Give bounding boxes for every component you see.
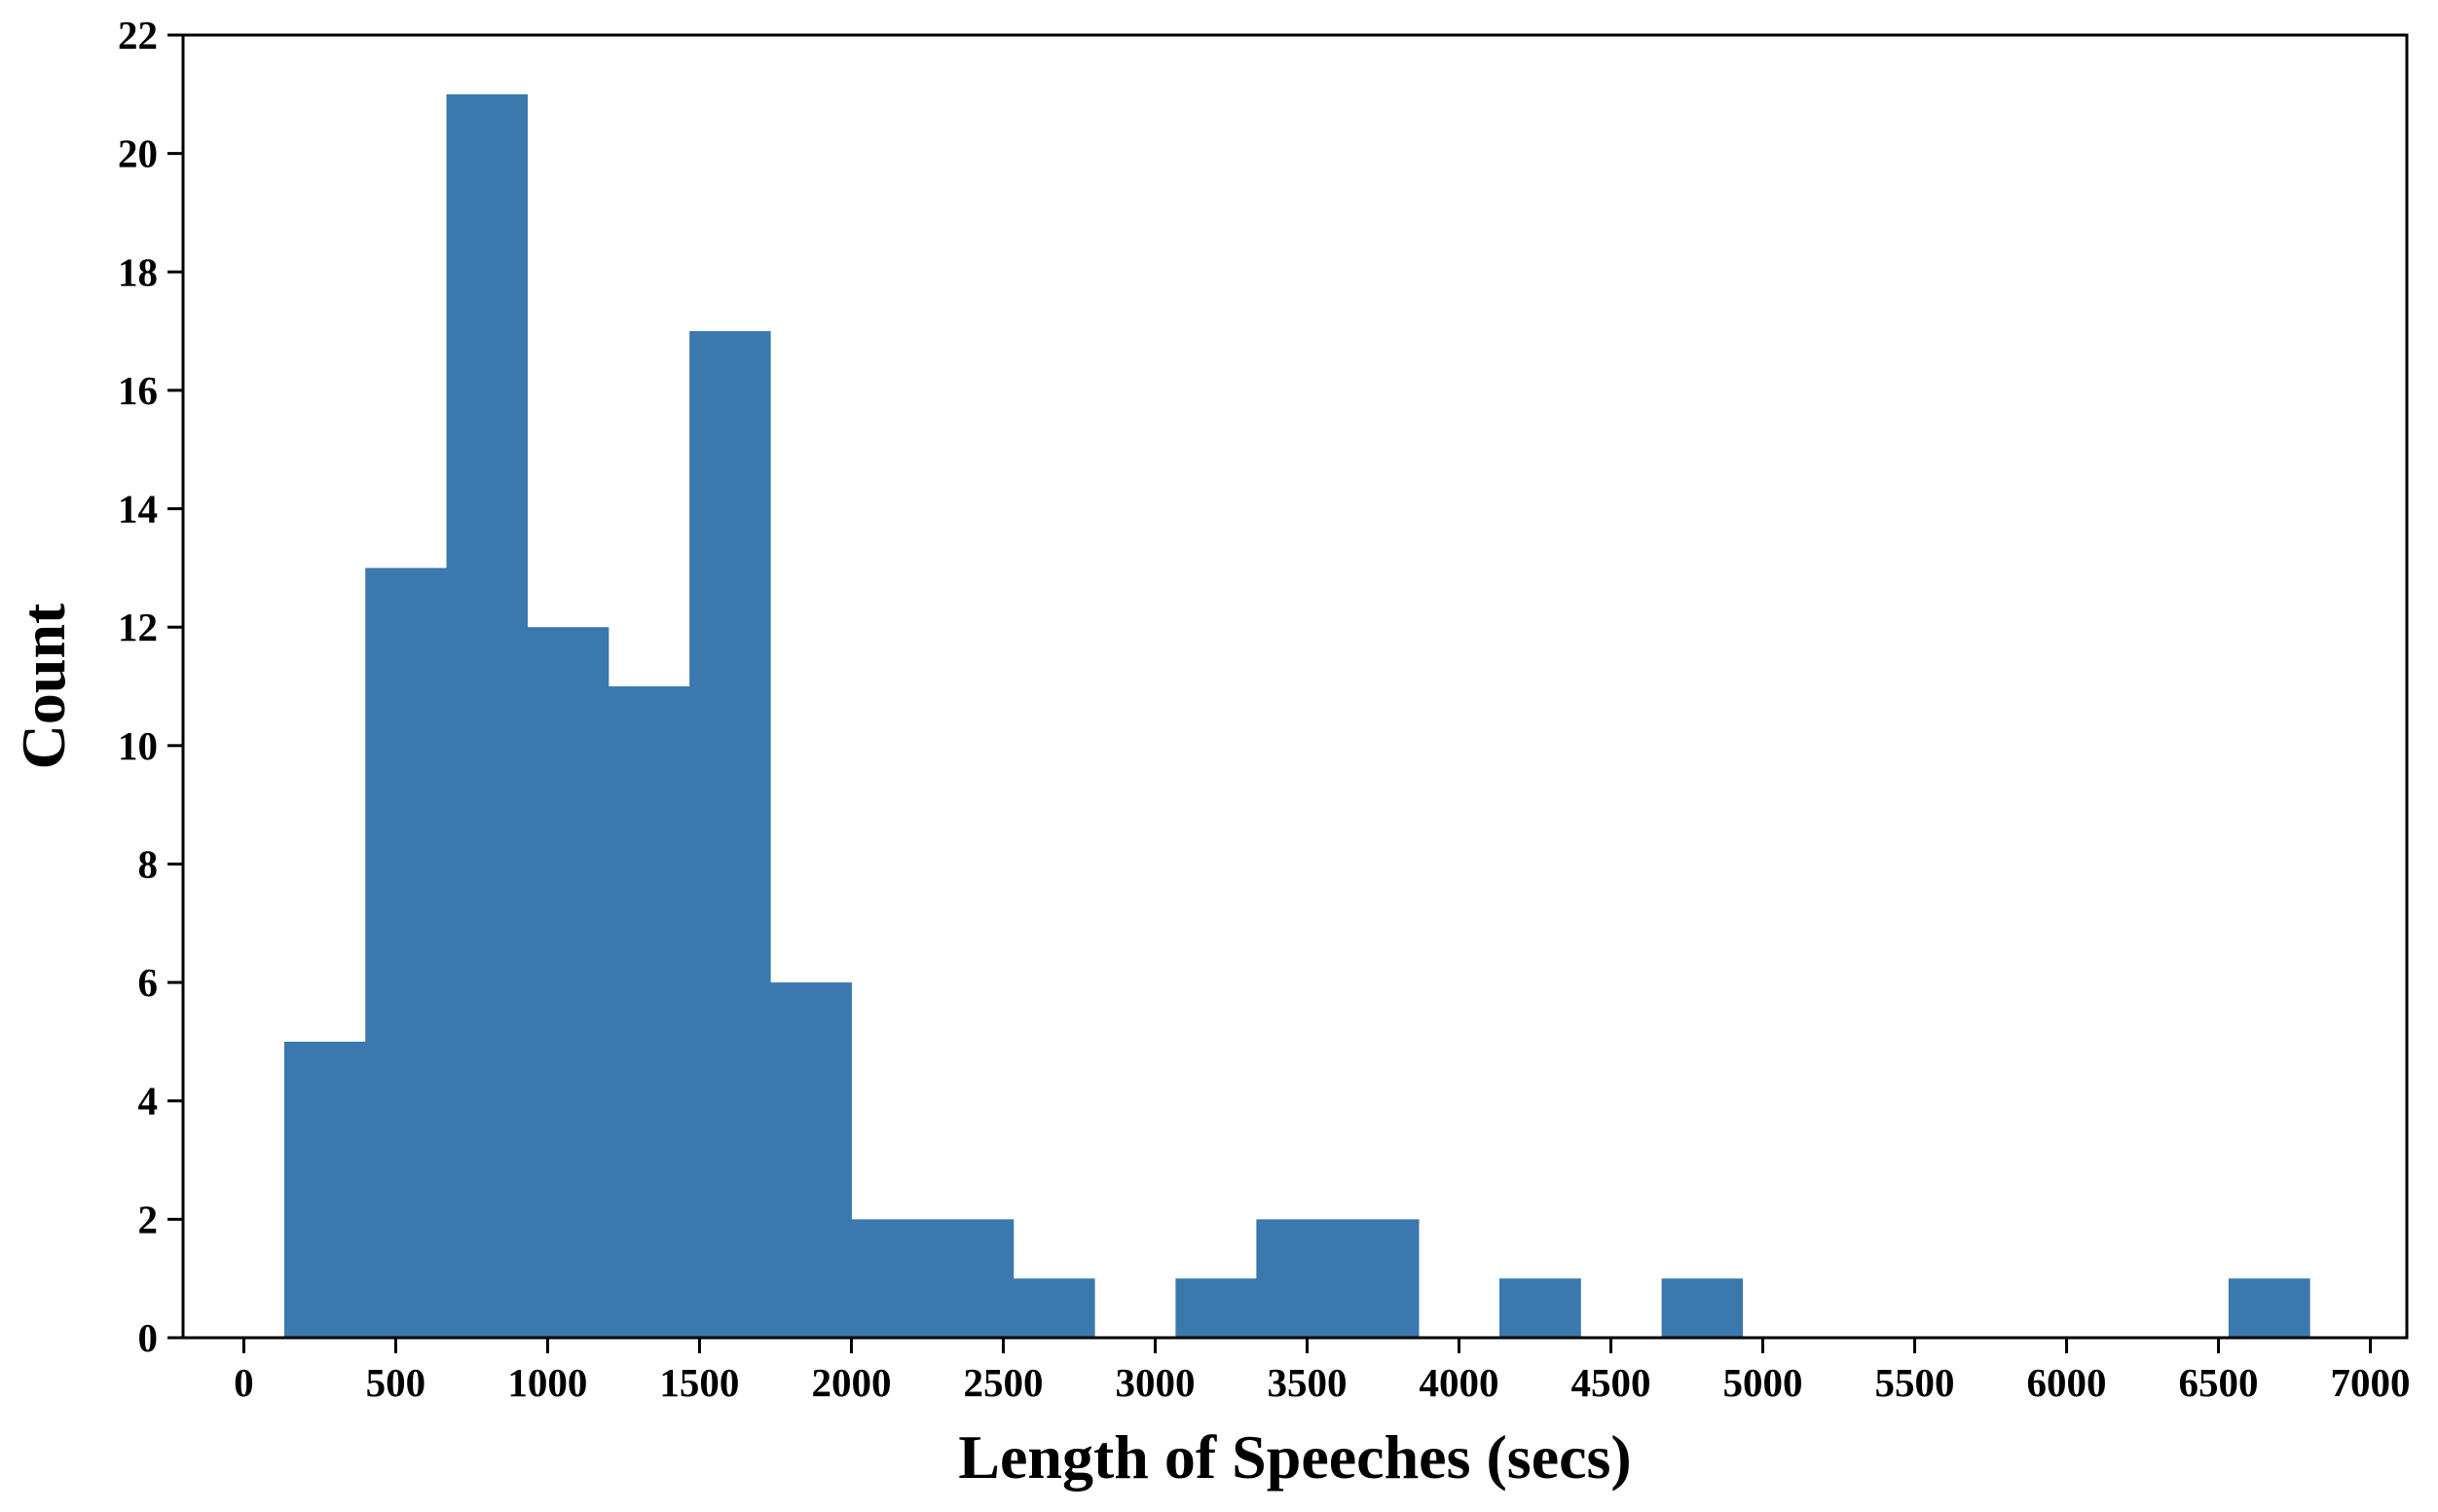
x-tick-label: 1000 (507, 1360, 587, 1405)
x-tick-label: 7000 (2331, 1360, 2411, 1405)
histogram-bar (932, 1219, 1015, 1338)
y-tick-label: 14 (118, 487, 158, 532)
histogram-bar (1337, 1219, 1420, 1338)
histogram-bar (608, 686, 690, 1338)
y-tick-label: 18 (118, 249, 158, 294)
x-tick-label: 5500 (1875, 1360, 1955, 1405)
histogram-bar (283, 1041, 366, 1338)
histogram-bar (365, 568, 448, 1338)
plot-frame (181, 33, 2409, 1340)
y-tick-label: 2 (138, 1197, 159, 1241)
x-ticks: 0 500 1000 1500 2000 2500 3000 3500 4000 4500 5000… (234, 1338, 2411, 1405)
histogram-bar (2228, 1278, 2310, 1338)
histogram-bar (1256, 1219, 1339, 1338)
y-tick-label: 20 (118, 131, 158, 176)
x-tick-label: 5000 (1723, 1360, 1803, 1405)
y-tick-label: 0 (138, 1315, 159, 1360)
x-tick-label: 2000 (811, 1360, 891, 1405)
x-tick-label: 2500 (963, 1360, 1043, 1405)
y-ticks: 0 2 4 6 8 10 12 14 16 18 20 22 (118, 13, 183, 1360)
histogram-bar (1661, 1278, 1744, 1338)
x-tick-label: 4000 (1419, 1360, 1498, 1405)
histogram-bar (1013, 1278, 1095, 1338)
y-tick-label: 8 (138, 841, 159, 886)
x-tick-label: 6000 (2027, 1360, 2107, 1405)
y-tick-label: 22 (118, 13, 158, 57)
histogram-bar (527, 627, 610, 1338)
bars-layer (283, 93, 2310, 1338)
x-tick-label: 3500 (1267, 1360, 1347, 1405)
histogram-bar (1175, 1278, 1257, 1338)
y-tick-label: 6 (138, 960, 159, 1005)
histogram-bar (851, 1219, 934, 1338)
y-tick-label: 16 (118, 368, 158, 413)
x-tick-label: 500 (366, 1360, 426, 1405)
y-tick-label: 10 (118, 723, 158, 768)
x-tick-label: 6500 (2179, 1360, 2259, 1405)
x-axis-label: Length of Speeches (secs) (958, 1422, 1631, 1492)
y-tick-label: 4 (138, 1079, 159, 1124)
x-tick-label: 3000 (1115, 1360, 1195, 1405)
x-tick-label: 4500 (1571, 1360, 1651, 1405)
histogram-bar (689, 331, 771, 1338)
x-tick-label: 1500 (659, 1360, 739, 1405)
y-tick-label: 12 (118, 605, 158, 649)
histogram-bar (446, 93, 529, 1338)
histogram-bar (1498, 1278, 1581, 1338)
x-tick-label: 0 (234, 1360, 254, 1405)
histogram-bar (770, 982, 852, 1338)
y-axis-label: Count (9, 603, 78, 769)
